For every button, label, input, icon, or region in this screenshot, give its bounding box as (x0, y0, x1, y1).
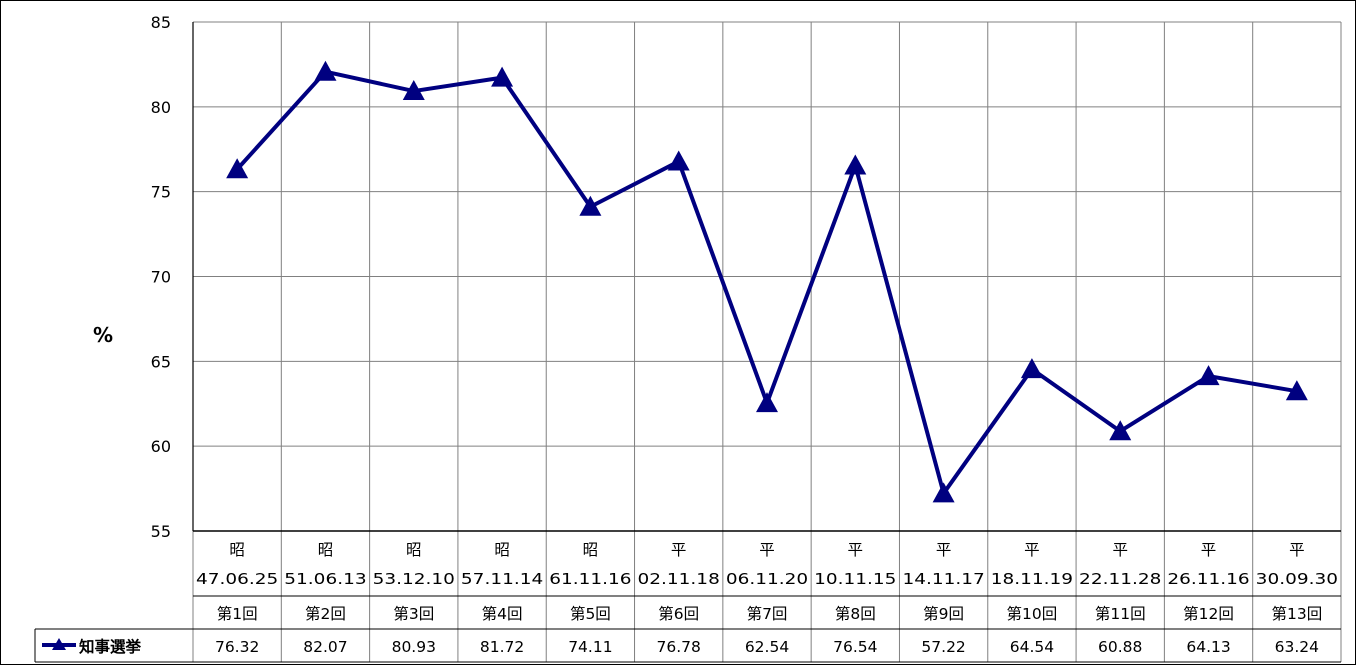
data-value-label: 64.13 (1186, 638, 1230, 656)
data-point-marker (1020, 358, 1043, 379)
data-value-label: 74.11 (568, 638, 612, 656)
category-era-label: 平 (759, 541, 775, 559)
category-date-label: 02.11.18 (638, 570, 720, 588)
category-date-label: 47.06.25 (196, 570, 278, 588)
data-point-marker (1197, 365, 1220, 386)
data-value-label: 76.32 (215, 638, 259, 656)
series-line (235, 69, 1298, 496)
category-era-label: 平 (936, 541, 952, 559)
category-era-label: 昭 (318, 541, 334, 559)
category-era-label: 昭 (229, 541, 245, 559)
category-round-label: 第2回 (305, 605, 346, 623)
category-date-label: 06.11.20 (726, 570, 808, 588)
data-value-label: 81.72 (480, 638, 524, 656)
data-value-label: 82.07 (303, 638, 347, 656)
y-tick-label: 80 (151, 98, 171, 117)
category-date-label: 53.12.10 (373, 570, 455, 588)
data-point-marker (932, 482, 955, 503)
category-round-label: 第11回 (1095, 605, 1146, 623)
category-era-label: 昭 (583, 541, 599, 559)
data-point-marker (402, 80, 425, 101)
data-value-label: 80.93 (392, 638, 436, 656)
category-era-label: 平 (1201, 541, 1217, 559)
category-date-label: 26.11.16 (1167, 570, 1249, 588)
category-round-label: 第10回 (1007, 605, 1058, 623)
category-era-label: 昭 (406, 541, 422, 559)
category-round-label: 第9回 (923, 605, 964, 623)
category-round-label: 第4回 (482, 605, 523, 623)
data-value-label: 76.78 (657, 638, 701, 656)
data-value-label: 63.24 (1275, 638, 1319, 656)
data-value-label: 57.22 (921, 638, 965, 656)
category-date-label: 18.11.19 (991, 570, 1073, 588)
category-era-label: 平 (1289, 541, 1305, 559)
data-point-marker (756, 392, 778, 413)
category-date-label: 30.09.30 (1256, 570, 1338, 588)
category-date-label: 14.11.17 (902, 570, 984, 588)
y-tick-label: 55 (151, 522, 171, 541)
category-round-label: 第13回 (1271, 605, 1322, 623)
data-point-marker (226, 158, 249, 179)
category-era-label: 平 (671, 541, 687, 559)
category-date-label: 61.11.16 (549, 570, 631, 588)
data-point-marker (579, 195, 602, 216)
y-tick-label: 70 (151, 268, 171, 287)
category-era-label: 昭 (494, 541, 510, 559)
category-era-label: 平 (848, 541, 864, 559)
y-tick-label: 75 (151, 183, 171, 202)
y-tick-label: 60 (151, 437, 171, 456)
category-era-label: 平 (1112, 541, 1128, 559)
y-axis-label: % (93, 323, 113, 347)
category-round-label: 第1回 (217, 605, 258, 623)
y-tick-label: 85 (151, 13, 171, 32)
data-value-label: 62.54 (745, 638, 789, 656)
category-round-label: 第3回 (393, 605, 434, 623)
category-round-label: 第12回 (1183, 605, 1234, 623)
data-point-marker (844, 154, 867, 175)
legend-marker (52, 638, 66, 650)
category-era-label: 平 (1024, 541, 1040, 559)
y-tick-label: 65 (151, 352, 171, 371)
category-date-label: 57.11.14 (461, 570, 543, 588)
data-point-marker (314, 60, 337, 81)
data-point-marker (667, 150, 690, 171)
data-point-marker (491, 66, 514, 87)
category-round-label: 第5回 (570, 605, 611, 623)
data-value-label: 76.54 (833, 638, 877, 656)
data-point-marker (1285, 380, 1308, 401)
data-value-label: 64.54 (1010, 638, 1054, 656)
category-round-label: 第8回 (835, 605, 876, 623)
category-round-label: 第7回 (747, 605, 788, 623)
category-date-label: 51.06.13 (284, 570, 366, 588)
data-value-label: 60.88 (1098, 638, 1142, 656)
legend-series-name: 知事選挙 (79, 637, 142, 656)
category-date-label: 10.11.15 (814, 570, 896, 588)
category-date-label: 22.11.28 (1079, 570, 1161, 588)
data-point-marker (1109, 420, 1132, 441)
category-round-label: 第6回 (658, 605, 699, 623)
